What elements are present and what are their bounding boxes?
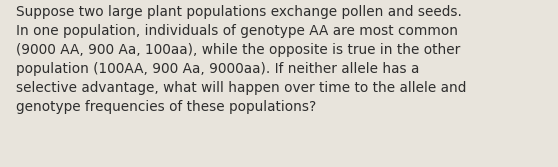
Text: Suppose two large plant populations exchange pollen and seeds.
In one population: Suppose two large plant populations exch…: [16, 5, 466, 114]
